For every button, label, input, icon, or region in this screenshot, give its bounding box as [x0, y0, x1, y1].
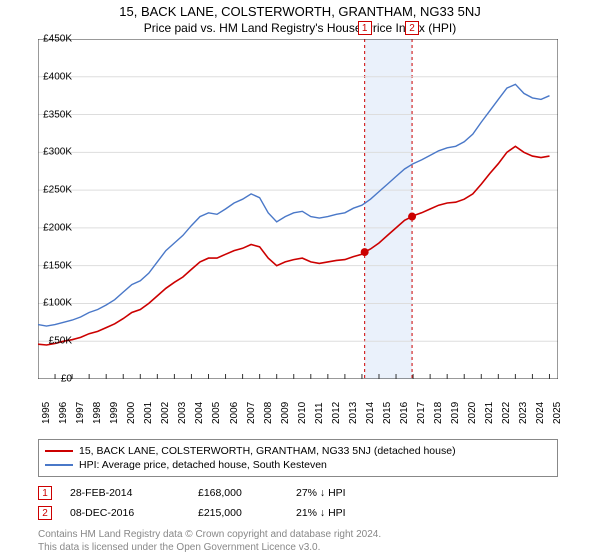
x-tick-label: 2007 — [246, 402, 257, 424]
attribution-line-2: This data is licensed under the Open Gov… — [38, 542, 578, 555]
y-tick-label: £400K — [43, 71, 72, 82]
x-tick-label: 2009 — [280, 402, 291, 424]
chart-svg — [38, 39, 558, 379]
attribution-text: Contains HM Land Registry data © Crown c… — [38, 529, 578, 554]
y-tick-label: £0 — [61, 374, 72, 385]
x-tick-label: 2001 — [143, 402, 154, 424]
x-tick-label: 2002 — [160, 402, 171, 424]
sales-pct: 21% ↓ HPI — [296, 507, 406, 519]
sale-marker: 1 — [358, 21, 372, 35]
x-tick-label: 1999 — [109, 402, 120, 424]
legend-box: 15, BACK LANE, COLSTERWORTH, GRANTHAM, N… — [38, 439, 558, 477]
chart-subtitle: Price paid vs. HM Land Registry's House … — [0, 19, 600, 39]
sales-date: 08-DEC-2016 — [70, 507, 180, 519]
sales-table: 1 28-FEB-2014 £168,000 27% ↓ HPI 2 08-DEC-201… — [38, 483, 558, 523]
x-tick-label: 2016 — [399, 402, 410, 424]
x-tick-label: 2006 — [229, 402, 240, 424]
x-tick-label: 2010 — [297, 402, 308, 424]
x-tick-label: 2004 — [194, 402, 205, 424]
chart-area: £0 £50K £100K £150K £200K £250K £300K £350K £400… — [38, 39, 598, 409]
legend-row: 15, BACK LANE, COLSTERWORTH, GRANTHAM, N… — [45, 444, 551, 458]
sales-marker: 1 — [38, 486, 52, 500]
y-tick-label: £50K — [49, 336, 72, 347]
x-tick-label: 2008 — [263, 402, 274, 424]
y-tick-label: £100K — [43, 298, 72, 309]
legend-row: HPI: Average price, detached house, Sout… — [45, 458, 551, 472]
sales-price: £168,000 — [198, 487, 278, 499]
x-tick-label: 2012 — [331, 402, 342, 424]
sales-row: 1 28-FEB-2014 £168,000 27% ↓ HPI — [38, 483, 558, 503]
x-tick-label: 2013 — [348, 402, 359, 424]
sales-marker: 2 — [38, 506, 52, 520]
x-tick-label: 2005 — [211, 402, 222, 424]
x-tick-label: 2018 — [433, 402, 444, 424]
x-tick-label: 2003 — [177, 402, 188, 424]
y-tick-label: £350K — [43, 109, 72, 120]
sale-marker: 2 — [405, 21, 419, 35]
chart-title: 15, BACK LANE, COLSTERWORTH, GRANTHAM, N… — [0, 0, 600, 19]
x-tick-label: 2000 — [126, 402, 137, 424]
x-tick-label: 1998 — [92, 402, 103, 424]
y-tick-label: £200K — [43, 222, 72, 233]
x-tick-label: 2022 — [501, 402, 512, 424]
x-tick-label: 2025 — [552, 402, 563, 424]
sales-date: 28-FEB-2014 — [70, 487, 180, 499]
legend-swatch — [45, 464, 73, 466]
x-tick-label: 1995 — [41, 402, 52, 424]
sales-price: £215,000 — [198, 507, 278, 519]
x-tick-label: 2019 — [450, 402, 461, 424]
y-tick-label: £150K — [43, 260, 72, 271]
y-tick-label: £250K — [43, 185, 72, 196]
x-tick-label: 2015 — [382, 402, 393, 424]
legend-label: HPI: Average price, detached house, Sout… — [79, 459, 327, 471]
sales-row: 2 08-DEC-2016 £215,000 21% ↓ HPI — [38, 503, 558, 523]
x-tick-label: 2021 — [484, 402, 495, 424]
legend-swatch — [45, 450, 73, 452]
legend-label: 15, BACK LANE, COLSTERWORTH, GRANTHAM, N… — [79, 445, 456, 457]
x-tick-label: 2023 — [518, 402, 529, 424]
attribution-line-1: Contains HM Land Registry data © Crown c… — [38, 529, 578, 542]
x-tick-label: 1997 — [75, 402, 86, 424]
x-tick-label: 2014 — [365, 402, 376, 424]
x-tick-label: 2017 — [416, 402, 427, 424]
x-tick-label: 1996 — [58, 402, 69, 424]
x-tick-label: 2020 — [467, 402, 478, 424]
sales-pct: 27% ↓ HPI — [296, 487, 406, 499]
x-tick-label: 2024 — [535, 402, 546, 424]
y-tick-label: £450K — [43, 34, 72, 45]
y-tick-label: £300K — [43, 147, 72, 158]
x-tick-label: 2011 — [314, 402, 325, 424]
